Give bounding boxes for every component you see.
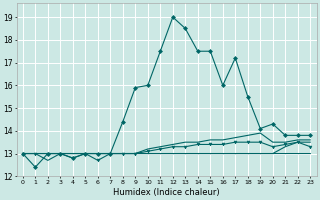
X-axis label: Humidex (Indice chaleur): Humidex (Indice chaleur) xyxy=(113,188,220,197)
